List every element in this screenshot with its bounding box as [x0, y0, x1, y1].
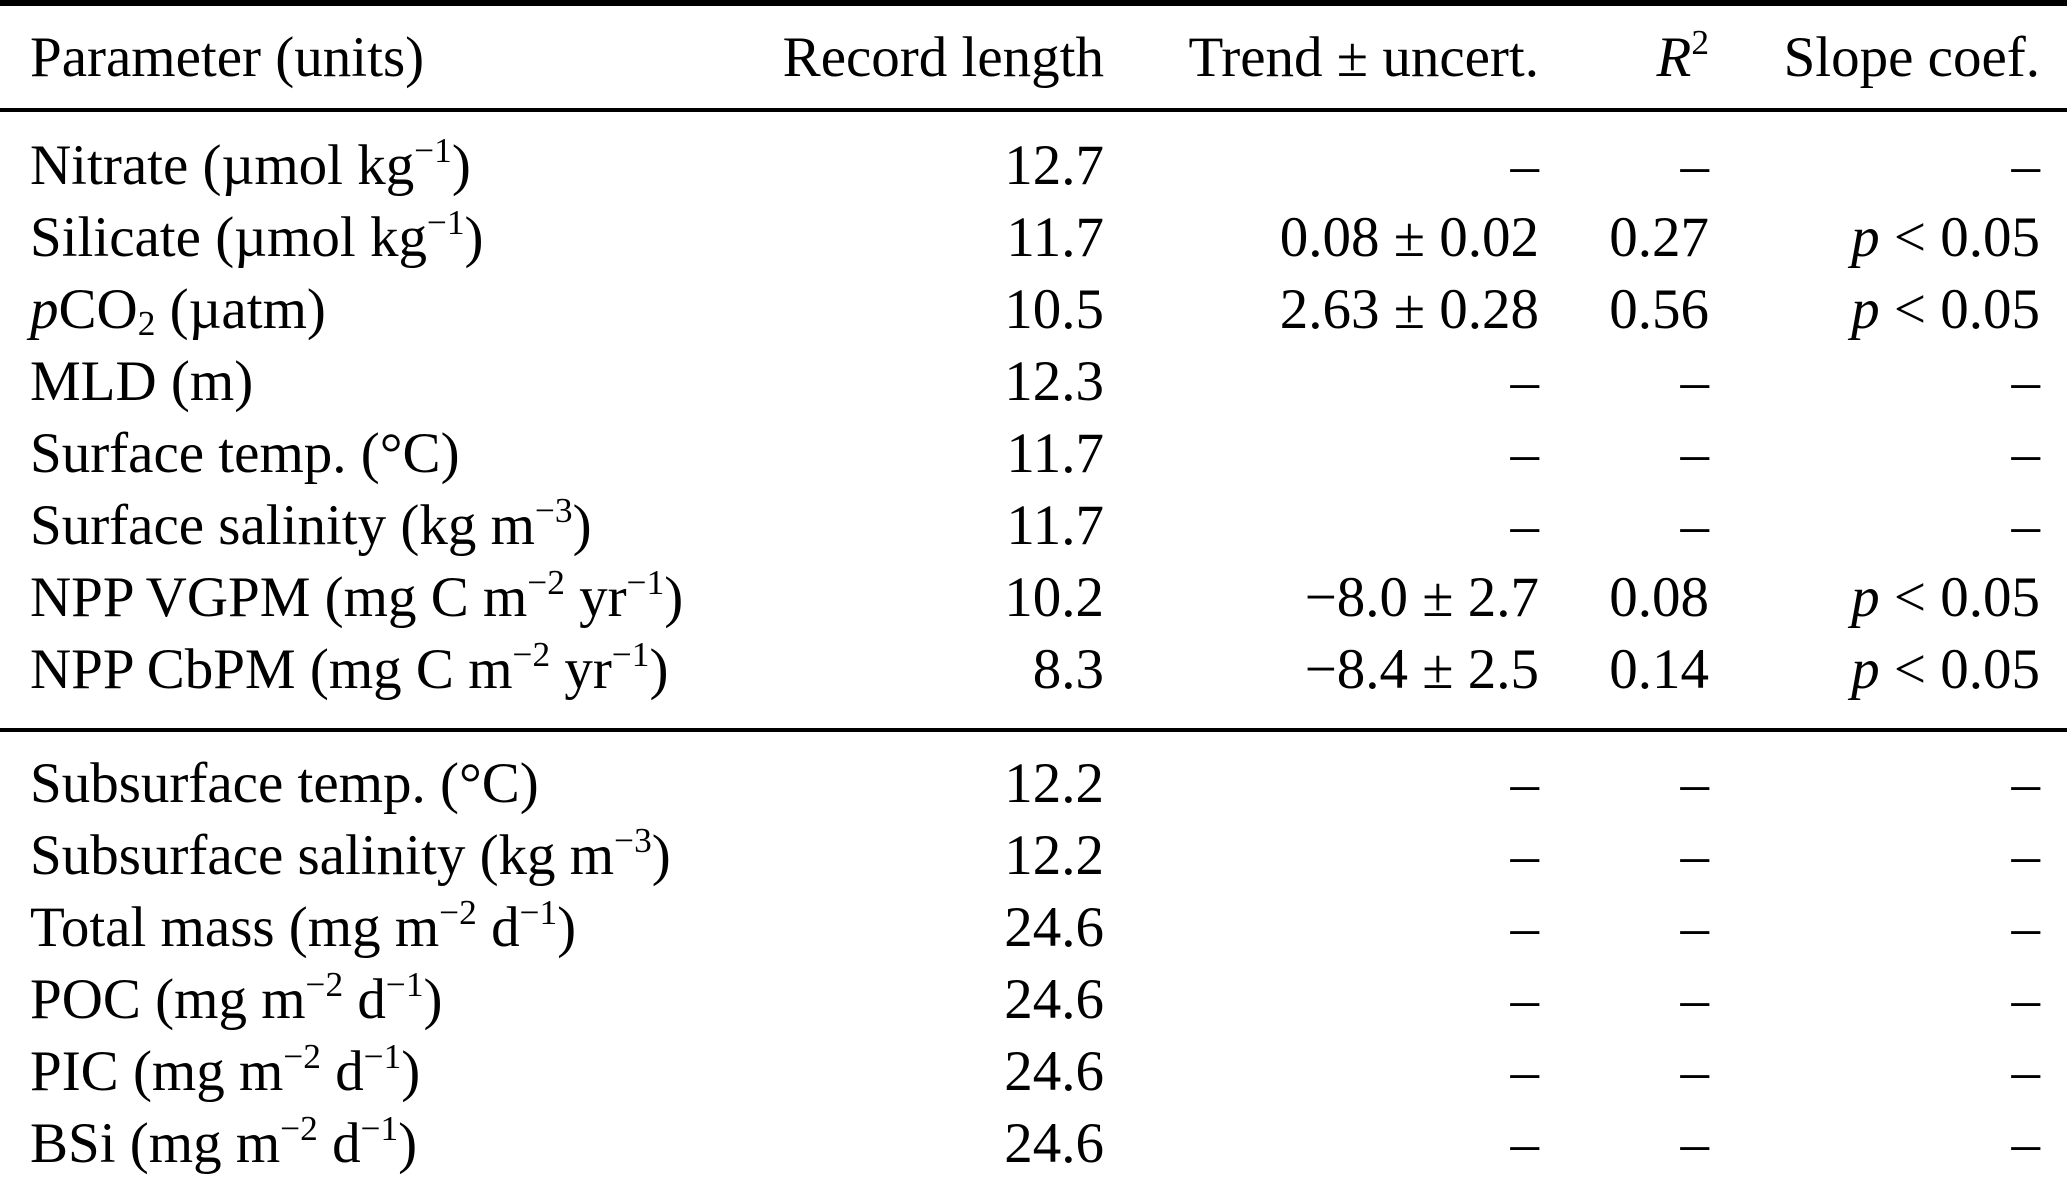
cell-r-squared: –	[1680, 823, 1710, 887]
cell-slope-coef: –	[1710, 728, 2067, 819]
cell-parameter: Surface salinity (kg m−3)	[30, 490, 592, 557]
cell-record-length: 11.7	[1006, 421, 1104, 485]
cell-record-length: 11.7	[1006, 493, 1104, 557]
col-header-r-squared: R2	[1540, 3, 1710, 112]
table-row-pco2: pCO2 (µatm) 10.5 2.63 ± 0.28 0.56 p < 0.…	[0, 273, 2067, 345]
table-row-pic: PIC (mg m−2 d−1) 24.6 – – –	[0, 1035, 2067, 1107]
cell-parameter: BSi (mg m−2 d−1)	[30, 1108, 418, 1175]
cell-parameter: NPP VGPM (mg C m−2 yr−1)	[30, 562, 684, 629]
cell-record-length: 12.7	[1004, 133, 1104, 197]
cell-r-squared: –	[1680, 493, 1710, 557]
cell-r-squared: –	[1680, 1111, 1710, 1175]
col-header-slope-coef: Slope coef.	[1710, 3, 2067, 112]
cell-r-squared: –	[1680, 1039, 1710, 1103]
cell-r-squared: –	[1680, 133, 1710, 197]
cell-r-squared: –	[1680, 895, 1710, 959]
cell-slope-coef: p < 0.05	[1851, 205, 2040, 269]
cell-record-length: 12.2	[740, 728, 1105, 819]
table-row-npp-cbpm: NPP CbPM (mg C m−2 yr−1) 8.3 −8.4 ± 2.5 …	[0, 633, 2067, 730]
cell-slope-coef: –	[2011, 1111, 2041, 1175]
cell-trend: –	[1510, 895, 1540, 959]
cell-trend: −8.0 ± 2.7	[1304, 565, 1539, 629]
cell-record-length: 24.6	[1004, 895, 1104, 959]
cell-parameter: NPP CbPM (mg C m−2 yr−1)	[30, 634, 669, 701]
table-row-bsi: BSi (mg m−2 d−1) 24.6 – – –	[0, 1107, 2067, 1189]
cell-trend: –	[1510, 1039, 1540, 1103]
cell-parameter: Subsurface salinity (kg m−3)	[30, 820, 671, 887]
cell-slope-coef: –	[2011, 349, 2041, 413]
cell-trend: –	[1510, 493, 1540, 557]
cell-r-squared: –	[1540, 728, 1710, 819]
cell-r-squared: –	[1680, 421, 1710, 485]
cell-parameter: Total mass (mg m−2 d−1)	[30, 892, 577, 959]
cell-trend: –	[1510, 1111, 1540, 1175]
surface-parameters-section: Nitrate (µmol kg−1) 12.7 – – – Silicate …	[0, 110, 2067, 730]
cell-trend: –	[1510, 967, 1540, 1031]
cell-slope-coef: –	[2011, 1039, 2041, 1103]
cell-trend: –	[1510, 133, 1540, 197]
cell-slope-coef: p < 0.05	[1851, 637, 2040, 701]
cell-slope-coef: p < 0.05	[1851, 277, 2040, 341]
cell-slope-coef: –	[2011, 133, 2041, 197]
cell-parameter: Nitrate (µmol kg−1)	[30, 130, 471, 197]
cell-parameter: Surface temp. (°C)	[30, 421, 460, 485]
header-row: Parameter (units) Record length Trend ± …	[0, 3, 2067, 112]
cell-record-length: 24.6	[1004, 1039, 1104, 1103]
table-row-poc: POC (mg m−2 d−1) 24.6 – – –	[0, 963, 2067, 1035]
col-header-record-length: Record length	[740, 3, 1105, 112]
cell-r-squared: –	[1680, 967, 1710, 1031]
table-row-surface-salinity: Surface salinity (kg m−3) 11.7 – – –	[0, 489, 2067, 561]
cell-trend: –	[1105, 728, 1540, 819]
cell-r-squared: 0.14	[1609, 637, 1709, 701]
table-row-nitrate: Nitrate (µmol kg−1) 12.7 – – –	[0, 110, 2067, 201]
cell-trend: 2.63 ± 0.28	[1279, 277, 1539, 341]
table-row-npp-vgpm: NPP VGPM (mg C m−2 yr−1) 10.2 −8.0 ± 2.7…	[0, 561, 2067, 633]
cell-slope-coef: –	[2011, 967, 2041, 1031]
table-header: Parameter (units) Record length Trend ± …	[0, 3, 2067, 112]
cell-slope-coef: –	[2011, 421, 2041, 485]
cell-parameter: Silicate (µmol kg−1)	[30, 202, 484, 269]
cell-parameter: Subsurface temp. (°C)	[0, 728, 740, 819]
table-row-subsurface-temp: Subsurface temp. (°C) 12.2 – – –	[0, 728, 2067, 819]
col-header-parameter: Parameter (units)	[0, 3, 740, 112]
cell-slope-coef: p < 0.05	[1851, 565, 2040, 629]
cell-record-length: 24.6	[1004, 1111, 1104, 1175]
cell-trend: –	[1510, 421, 1540, 485]
table-row-mld: MLD (m) 12.3 – – –	[0, 345, 2067, 417]
cell-record-length: 24.6	[1004, 967, 1104, 1031]
cell-parameter: PIC (mg m−2 d−1)	[30, 1036, 421, 1103]
table-row-surface-temp: Surface temp. (°C) 11.7 – – –	[0, 417, 2067, 489]
cell-slope-coef: –	[2011, 823, 2041, 887]
cell-record-length: 12.3	[1004, 349, 1104, 413]
cell-record-length: 12.2	[1004, 823, 1104, 887]
cell-record-length: 11.7	[1006, 205, 1104, 269]
cell-trend: –	[1510, 823, 1540, 887]
cell-record-length: 10.2	[1004, 565, 1104, 629]
cell-record-length: 10.5	[1004, 277, 1104, 341]
cell-trend: –	[1510, 349, 1540, 413]
cell-trend: −8.4 ± 2.5	[1304, 637, 1539, 701]
cell-record-length: 8.3	[1032, 637, 1104, 701]
cell-parameter: pCO2 (µatm)	[30, 277, 326, 344]
col-header-trend: Trend ± uncert.	[1105, 3, 1540, 112]
cell-r-squared: 0.27	[1609, 205, 1709, 269]
cell-parameter: POC (mg m−2 d−1)	[30, 964, 443, 1031]
cell-slope-coef: –	[2011, 493, 2041, 557]
cell-trend: 0.08 ± 0.02	[1279, 205, 1539, 269]
cell-r-squared: 0.56	[1609, 277, 1709, 341]
cell-r-squared: 0.08	[1609, 565, 1709, 629]
cell-slope-coef: –	[2011, 895, 2041, 959]
table-row-silicate: Silicate (µmol kg−1) 11.7 0.08 ± 0.02 0.…	[0, 201, 2067, 273]
table-row-subsurface-salinity: Subsurface salinity (kg m−3) 12.2 – – –	[0, 819, 2067, 891]
subsurface-parameters-section: Subsurface temp. (°C) 12.2 – – – Subsurf…	[0, 728, 2067, 1189]
cell-parameter: MLD (m)	[30, 349, 254, 413]
table-row-total-mass: Total mass (mg m−2 d−1) 24.6 – – –	[0, 891, 2067, 963]
cell-r-squared: –	[1680, 349, 1710, 413]
